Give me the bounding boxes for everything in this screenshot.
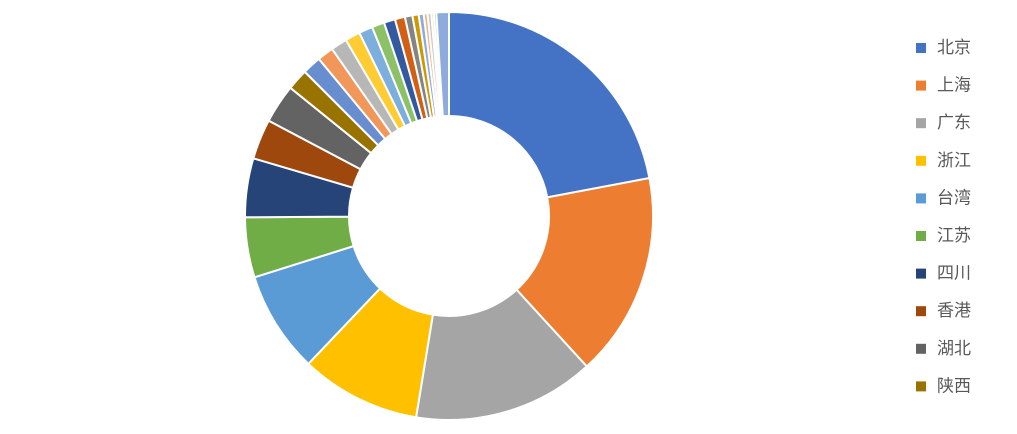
slice (435, 10, 450, 118)
legend-swatch (916, 343, 926, 354)
slice (515, 176, 654, 368)
slice (414, 288, 589, 421)
legend-swatch (916, 118, 926, 129)
legend-label: 北京 (937, 38, 971, 58)
legend-label: 湖北 (937, 339, 971, 359)
legend-label: 上海 (937, 76, 971, 96)
legend-label: 陕西 (937, 376, 971, 396)
legend-swatch (916, 306, 926, 317)
legend-label: 浙江 (937, 151, 971, 171)
legend-label: 台湾 (937, 188, 971, 208)
legend-label: 香港 (937, 301, 971, 321)
legend-swatch (916, 80, 926, 91)
legend-label: 广东 (937, 113, 971, 133)
legend-swatch (916, 268, 926, 279)
slice (448, 10, 651, 199)
legend-swatch (916, 381, 926, 392)
legend-swatch (916, 43, 926, 53)
legend-swatch (916, 193, 926, 204)
legend-label: 江苏 (937, 226, 971, 246)
legend-swatch (916, 155, 926, 166)
legend-swatch (916, 231, 926, 241)
legend-label: 四川 (937, 264, 971, 284)
